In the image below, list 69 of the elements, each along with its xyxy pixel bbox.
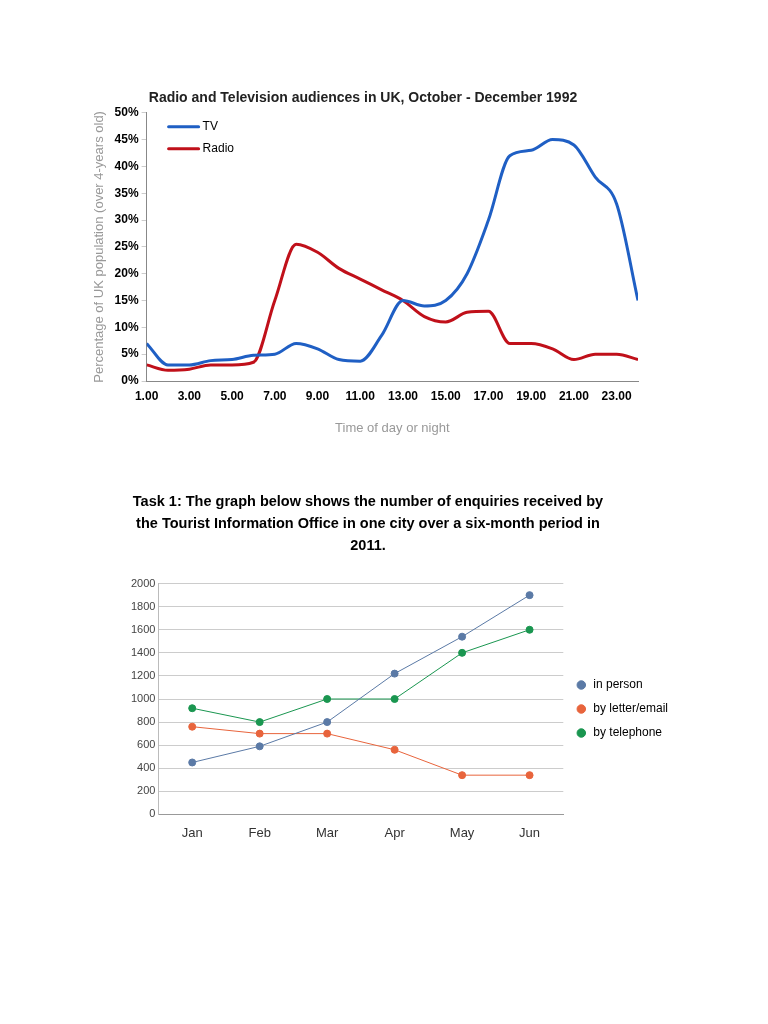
y-tick-label: 400 xyxy=(137,761,156,774)
y-tick-label: 2000 xyxy=(130,576,156,589)
chart-title: Radio and Television audiences in UK, October - December 1992 xyxy=(148,89,578,106)
y-tick-label: 1400 xyxy=(130,645,156,658)
point xyxy=(323,729,332,738)
point xyxy=(390,669,399,678)
point xyxy=(458,632,467,641)
y-tick-label: 35% xyxy=(114,185,139,200)
y-tick-label: 0% xyxy=(121,373,139,388)
x-tick-label: 19.00 xyxy=(516,388,547,403)
line-series xyxy=(146,138,638,367)
y-tick-label: 50% xyxy=(114,105,139,120)
y-tick-label: 1200 xyxy=(130,668,156,681)
point xyxy=(323,718,332,727)
point xyxy=(458,771,467,780)
y-tick-label: 40% xyxy=(114,158,139,173)
point xyxy=(390,695,399,703)
legend-label: Radio xyxy=(202,141,235,156)
x-tick-label: 1.00 xyxy=(134,388,159,403)
x-tick-label: Feb xyxy=(248,824,271,840)
x-tick-label: Apr xyxy=(384,824,406,840)
x-tick-label: 7.00 xyxy=(263,388,287,403)
point xyxy=(458,648,467,657)
y-tick-label: 20% xyxy=(114,266,139,281)
x-tick-label: 9.00 xyxy=(305,388,330,403)
point xyxy=(525,771,534,780)
y-tick-label: 25% xyxy=(114,239,139,254)
chart-title: Task 1: The graph below shows the number of enquiries received by the Tourist Information Office in one city over a six-month period in 2011. xyxy=(131,492,605,555)
point xyxy=(188,722,197,731)
legend-label: TV xyxy=(202,119,218,134)
y-axis-title: Percentage of UK population (over 4-years old) xyxy=(91,111,107,383)
y-tick-label: 1000 xyxy=(130,692,156,705)
y-tick-label: 45% xyxy=(114,131,139,146)
y-tick-label: 10% xyxy=(114,319,139,334)
x-axis-title: Time of day or night xyxy=(335,419,450,435)
x-tick-label: 13.00 xyxy=(387,388,419,403)
x-tick-label: May xyxy=(449,824,475,840)
y-tick-label: 800 xyxy=(137,715,156,728)
x-tick-label: 11.00 xyxy=(345,388,376,403)
y-tick-label: 1800 xyxy=(130,599,156,612)
y-tick-label: 15% xyxy=(114,292,139,307)
y-tick-label: 600 xyxy=(137,738,156,751)
x-tick-label: 23.00 xyxy=(601,388,632,403)
legend-label: in person xyxy=(593,677,643,692)
x-tick-label: 21.00 xyxy=(558,388,590,403)
x-tick-label: 3.00 xyxy=(177,388,202,403)
point xyxy=(390,745,399,754)
point xyxy=(188,704,197,713)
y-tick-label: 0 xyxy=(149,807,156,820)
point xyxy=(255,729,264,738)
point xyxy=(525,591,534,600)
point xyxy=(323,695,332,703)
x-tick-label: 5.00 xyxy=(220,388,245,403)
legend-label: by telephone xyxy=(593,725,663,740)
x-tick-label: Jun xyxy=(519,824,541,840)
point xyxy=(188,758,197,767)
point xyxy=(255,718,264,727)
y-tick-label: 30% xyxy=(114,212,139,227)
x-tick-label: 17.00 xyxy=(473,388,504,403)
y-tick-label: 200 xyxy=(137,784,156,797)
point xyxy=(525,625,534,634)
legend-label: by letter/email xyxy=(593,701,669,716)
x-tick-label: 15.00 xyxy=(430,388,462,403)
point xyxy=(255,742,264,751)
y-tick-label: 1600 xyxy=(130,622,156,635)
line-series xyxy=(146,242,638,372)
y-tick-label: 5% xyxy=(121,346,139,361)
x-tick-label: Mar xyxy=(315,824,340,840)
x-tick-label: Jan xyxy=(181,824,203,840)
